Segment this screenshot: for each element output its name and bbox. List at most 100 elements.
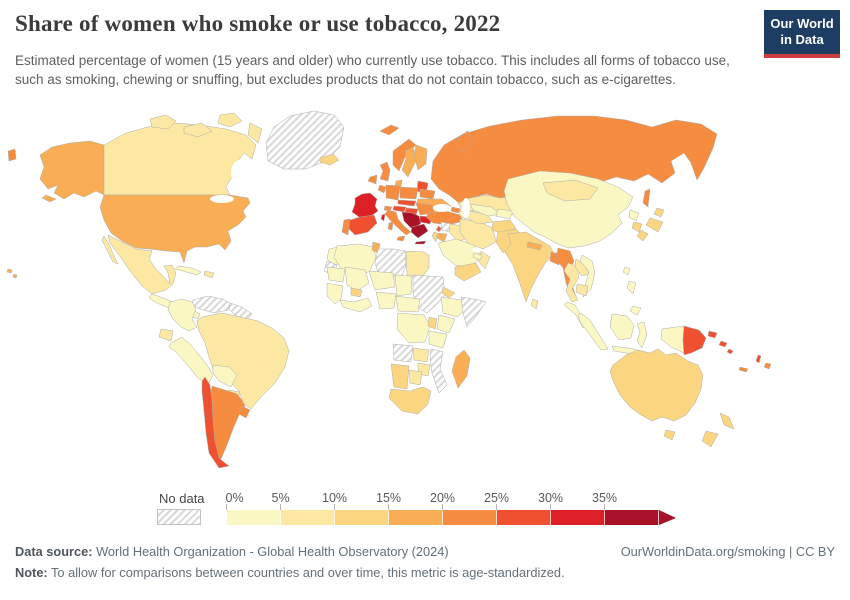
country-kenya[interactable]: [436, 314, 456, 334]
country-drc[interactable]: [396, 312, 431, 344]
country-italy[interactable]: [396, 235, 406, 242]
country-russia[interactable]: [642, 188, 651, 208]
country-sri-lanka[interactable]: [530, 298, 539, 310]
country-mauritania[interactable]: [326, 266, 346, 283]
country-spain[interactable]: [346, 214, 378, 236]
country-new-zealand[interactable]: [719, 412, 735, 430]
legend-bin[interactable]: 30%: [538, 491, 605, 525]
country-north-korea[interactable]: [628, 209, 640, 222]
country-indonesia[interactable]: [609, 313, 635, 341]
country-canada[interactable]: [149, 114, 177, 130]
country-venezuela[interactable]: [191, 295, 231, 314]
country-taiwan[interactable]: [622, 266, 631, 276]
country-solomon-islands[interactable]: [718, 340, 728, 348]
country-australia[interactable]: [663, 429, 676, 441]
country-india[interactable]: [504, 231, 555, 303]
country-jordan[interactable]: [436, 232, 448, 243]
country-czechia-slovakia[interactable]: [397, 199, 417, 207]
legend-bin[interactable]: 15%: [376, 491, 443, 525]
country-colombia[interactable]: [167, 298, 198, 332]
country-ecuador[interactable]: [158, 328, 174, 342]
country-uruguay[interactable]: [238, 405, 251, 419]
country-norway[interactable]: [379, 124, 400, 136]
country-nepal[interactable]: [526, 241, 543, 251]
legend-bin[interactable]: 35%: [592, 491, 659, 525]
country-fiji[interactable]: [763, 362, 772, 370]
country-usa[interactable]: [41, 194, 57, 203]
legend-bin[interactable]: 5%: [272, 491, 335, 525]
country-ireland[interactable]: [367, 174, 378, 185]
country-west-africa-coast[interactable]: [339, 297, 373, 313]
country-mongolia[interactable]: [542, 179, 599, 202]
country-cuba[interactable]: [174, 265, 202, 276]
country-norway[interactable]: [392, 138, 417, 172]
country-greece[interactable]: [410, 223, 429, 239]
country-vietnam[interactable]: [579, 254, 596, 298]
country-chad[interactable]: [394, 274, 413, 297]
country-uae-qatar[interactable]: [472, 252, 483, 261]
country-south-korea[interactable]: [631, 221, 643, 233]
country-greenland[interactable]: [265, 110, 345, 170]
country-egypt[interactable]: [405, 250, 430, 277]
legend-no-data[interactable]: No data: [157, 491, 205, 525]
country-thailand[interactable]: [563, 262, 581, 303]
country-new-caledonia[interactable]: [738, 366, 749, 373]
country-canada[interactable]: [103, 122, 257, 196]
country-peru[interactable]: [168, 336, 214, 384]
country-usa[interactable]: [39, 140, 105, 200]
country-mozambique[interactable]: [429, 348, 448, 394]
country-italy[interactable]: [384, 209, 412, 236]
country-portugal[interactable]: [341, 218, 351, 236]
country-sweden[interactable]: [401, 146, 417, 178]
country-vanuatu[interactable]: [755, 354, 762, 364]
country-japan[interactable]: [636, 229, 649, 242]
country-new-zealand[interactable]: [701, 430, 719, 448]
country-mexico[interactable]: [101, 235, 119, 265]
owid-logo[interactable]: Our World in Data: [764, 10, 840, 58]
country-yemen[interactable]: [454, 262, 482, 282]
country-papua-new-guinea[interactable]: [682, 325, 707, 356]
country-uk[interactable]: [379, 161, 391, 182]
country-saudi-arabia[interactable]: [437, 238, 482, 269]
country-uzbekistan[interactable]: [469, 203, 502, 217]
country-mali[interactable]: [344, 266, 370, 292]
no-data-swatch[interactable]: [157, 509, 201, 525]
country-philippines[interactable]: [626, 280, 637, 295]
owid-link[interactable]: OurWorldinData.org/smoking | CC BY: [620, 544, 835, 559]
country-burkina-faso[interactable]: [350, 287, 363, 298]
country-france[interactable]: [380, 213, 386, 222]
country-iceland[interactable]: [319, 153, 340, 166]
country-canada[interactable]: [217, 112, 243, 128]
country-indonesia[interactable]: [636, 321, 648, 349]
country-usa[interactable]: [6, 268, 13, 274]
country-finland[interactable]: [413, 144, 428, 171]
country-indonesia[interactable]: [577, 312, 609, 351]
country-madagascar[interactable]: [451, 349, 471, 389]
country-mexico[interactable]: [107, 234, 177, 295]
country-chile[interactable]: [201, 376, 230, 469]
country-italy[interactable]: [387, 221, 394, 231]
country-usa[interactable]: [12, 273, 18, 279]
country-usa[interactable]: [99, 194, 251, 264]
country-france[interactable]: [351, 192, 379, 220]
country-hispaniola[interactable]: [203, 270, 215, 279]
country-poland[interactable]: [399, 186, 419, 200]
country-canada[interactable]: [183, 122, 213, 138]
country-russia[interactable]: [456, 130, 474, 154]
country-nigeria[interactable]: [375, 291, 397, 310]
country-somalia[interactable]: [460, 296, 487, 328]
country-balkans[interactable]: [401, 211, 422, 231]
country-indonesia[interactable]: [660, 325, 685, 354]
country-namibia[interactable]: [390, 363, 410, 390]
country-cambodia[interactable]: [575, 283, 589, 297]
country-tanzania[interactable]: [428, 330, 448, 349]
country-solomon-islands[interactable]: [726, 348, 734, 355]
country-sudan[interactable]: [412, 274, 446, 314]
legend-bin[interactable]: 10%: [322, 491, 389, 525]
country-belarus[interactable]: [419, 188, 436, 200]
legend-bin[interactable]: 0%: [225, 491, 281, 525]
country-philippines[interactable]: [629, 305, 642, 316]
country-libya[interactable]: [374, 248, 407, 280]
country-china[interactable]: [503, 170, 634, 249]
country-angola[interactable]: [392, 343, 414, 363]
